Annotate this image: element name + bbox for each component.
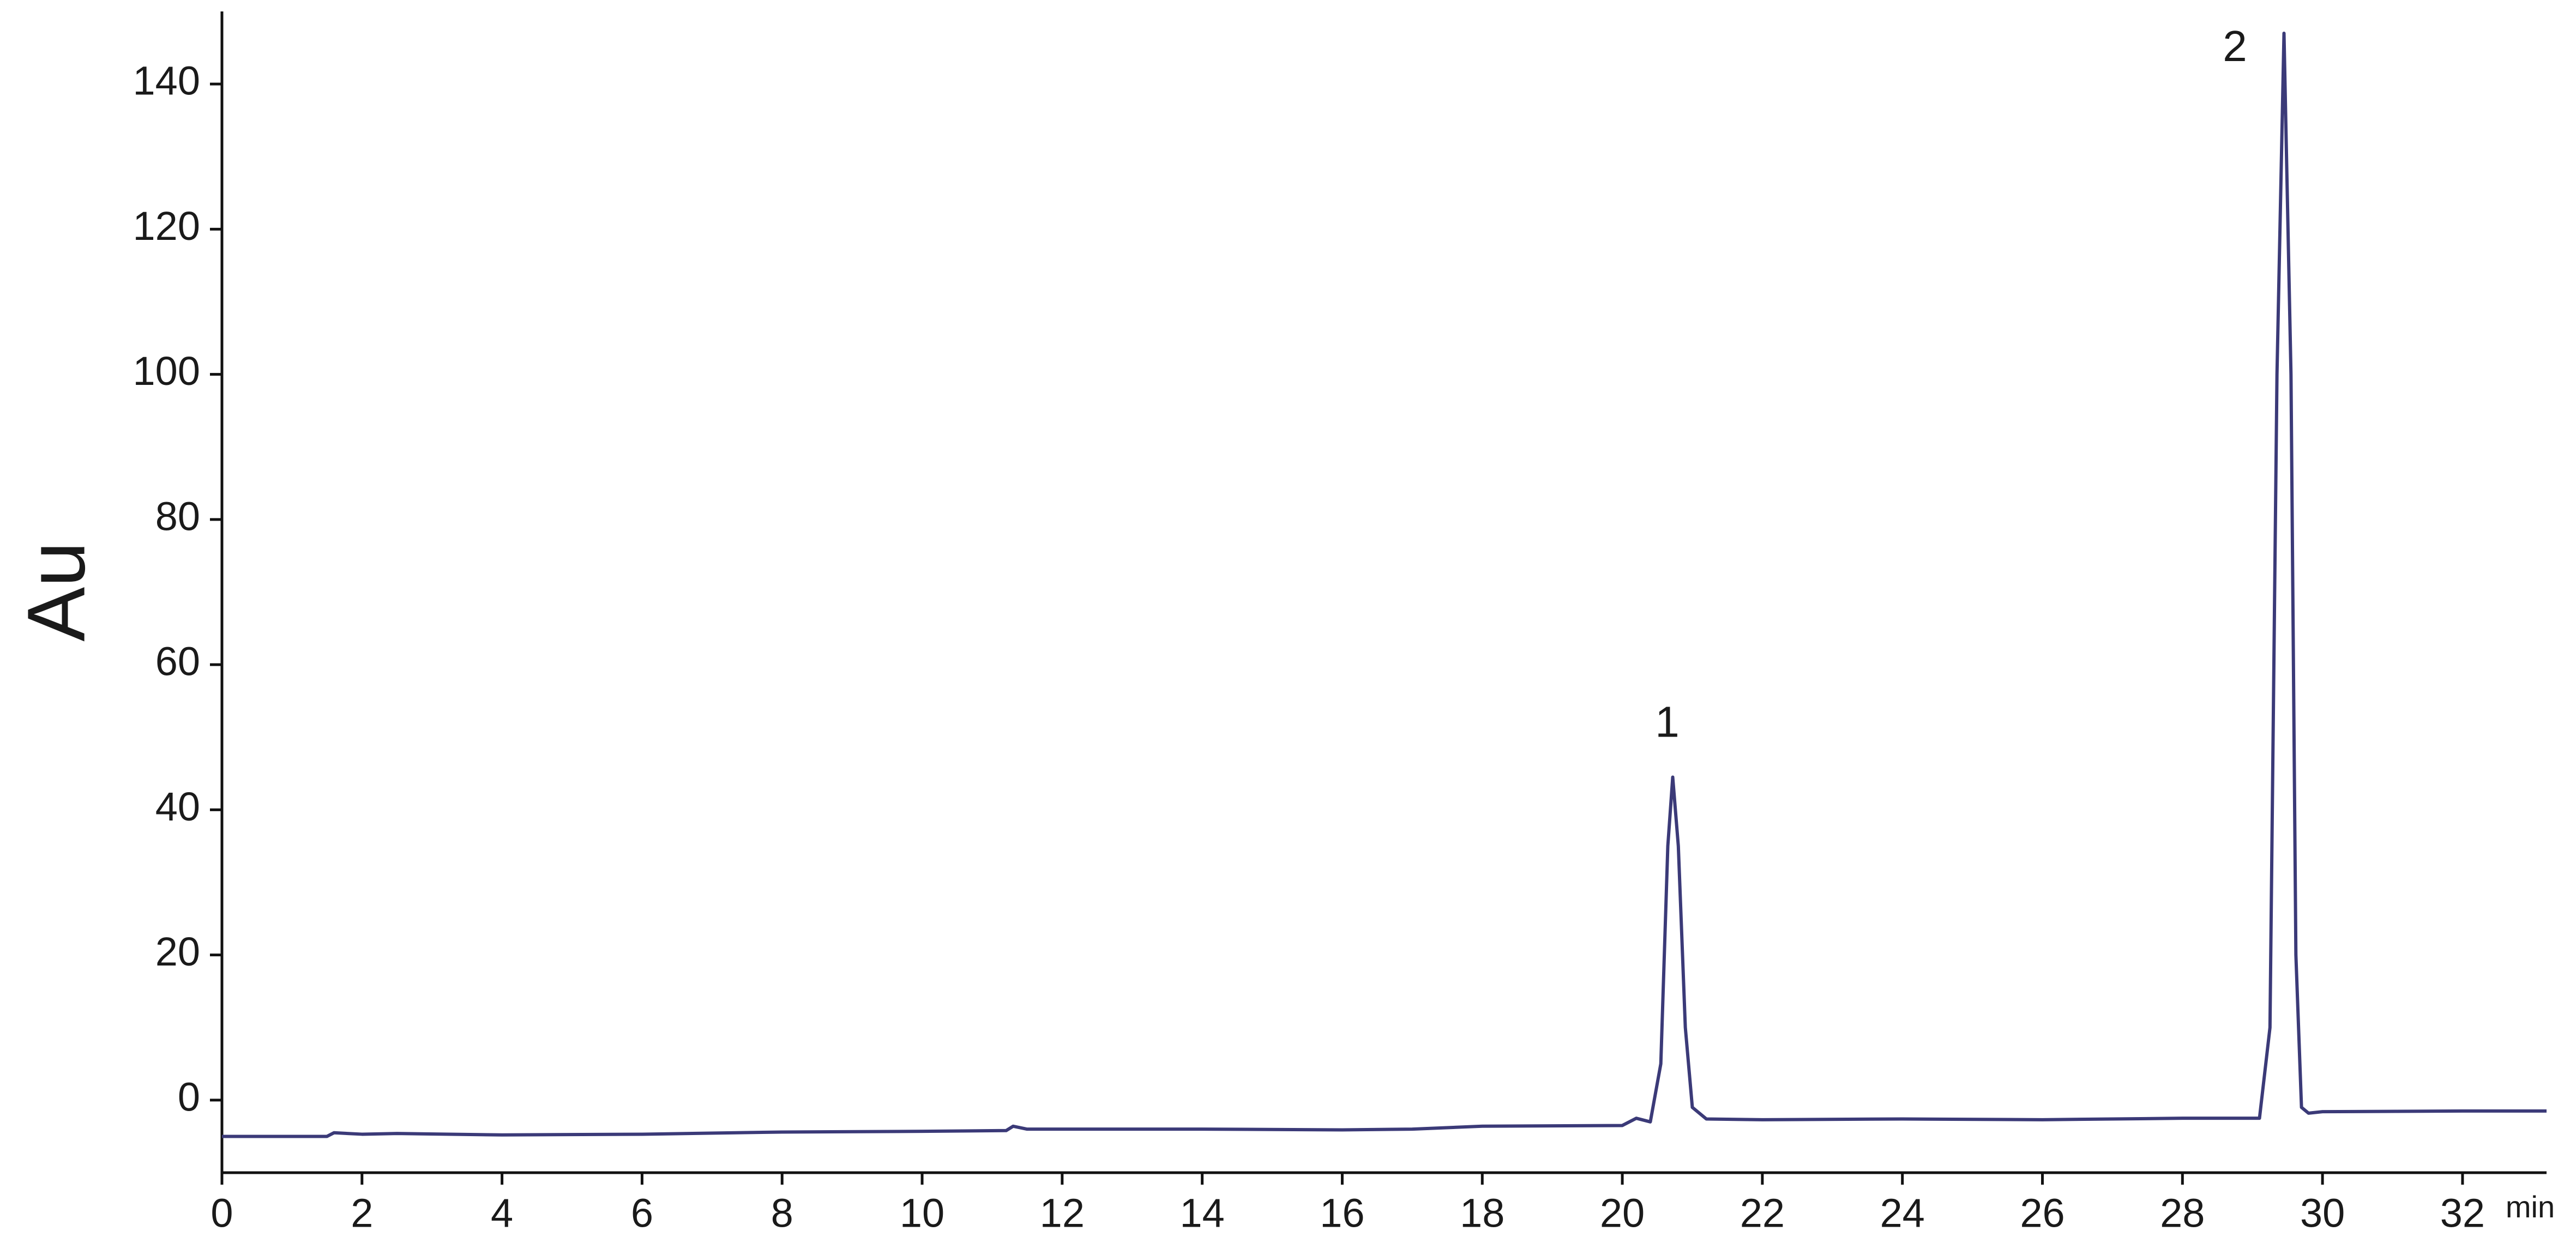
y-axis-label: Au	[10, 541, 102, 641]
x-tick-label: 28	[2160, 1191, 2205, 1236]
x-tick-label: 32	[2440, 1191, 2485, 1236]
x-tick-label: 10	[900, 1191, 944, 1236]
x-tick-label: 12	[1040, 1191, 1085, 1236]
y-tick-label: 140	[133, 58, 200, 104]
y-tick-label: 120	[133, 203, 200, 249]
x-tick-label: 14	[1179, 1191, 1224, 1236]
y-tick-label: 0	[178, 1074, 200, 1119]
x-axis-label: min	[2506, 1190, 2555, 1224]
x-tick-label: 16	[1320, 1191, 1364, 1236]
x-tick-label: 30	[2300, 1191, 2345, 1236]
x-tick-label: 2	[351, 1191, 373, 1236]
y-tick-label: 40	[155, 784, 200, 829]
x-tick-label: 4	[491, 1191, 513, 1236]
x-tick-label: 6	[631, 1191, 653, 1236]
y-tick-label: 60	[155, 639, 200, 684]
trace	[222, 31, 2547, 1138]
x-tick-label: 20	[1600, 1191, 1645, 1236]
x-tick-label: 22	[1740, 1191, 1785, 1236]
y-tick-label: 80	[155, 493, 200, 539]
peak-label: 2	[2223, 22, 2247, 70]
x-tick-label: 18	[1460, 1191, 1504, 1236]
y-tick-label: 100	[133, 348, 200, 394]
x-tick-label: 26	[2020, 1191, 2065, 1236]
x-tick-label: 0	[210, 1191, 233, 1236]
x-tick-label: 24	[1880, 1191, 1925, 1236]
x-tick-label: 8	[771, 1191, 793, 1236]
peak-label: 1	[1655, 698, 1680, 746]
y-tick-label: 20	[155, 929, 200, 974]
